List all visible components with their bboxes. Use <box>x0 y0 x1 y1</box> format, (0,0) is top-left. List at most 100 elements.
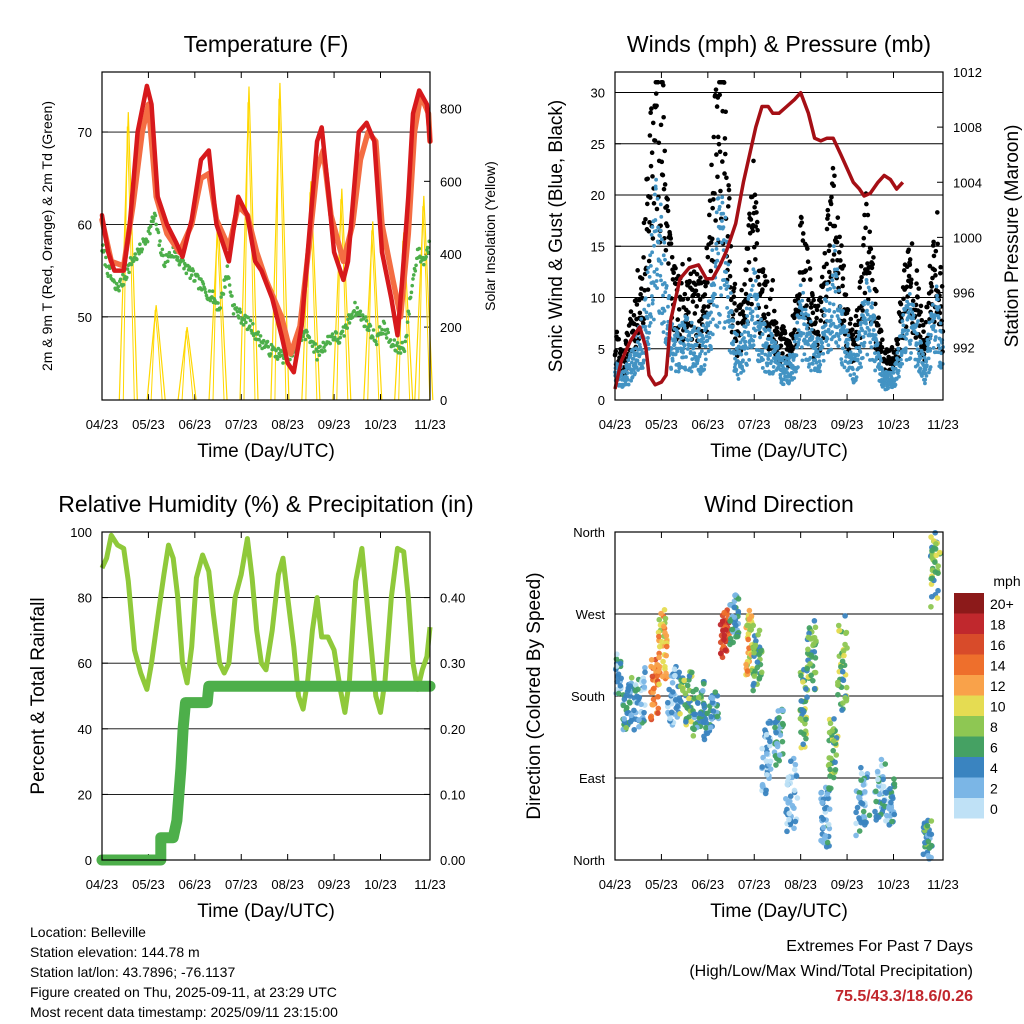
gust-point <box>907 257 913 262</box>
gust-point <box>671 270 676 276</box>
direction-point <box>783 795 789 802</box>
wind-point <box>796 328 801 333</box>
legend-swatch <box>954 736 984 757</box>
gust-point <box>824 261 829 267</box>
wind-point <box>915 347 920 352</box>
wind-point <box>690 357 695 362</box>
gust-point <box>705 280 710 285</box>
gust-point <box>735 320 741 326</box>
wind-point <box>779 368 784 373</box>
dewpoint-point <box>367 328 371 333</box>
panel-title: Winds (mph) & Pressure (mb) <box>627 31 931 57</box>
x-tick-label: 06/23 <box>179 417 212 432</box>
x-tick-label: 06/23 <box>179 877 212 892</box>
wind-point <box>907 291 912 296</box>
direction-point <box>832 759 838 766</box>
y2-tick-label: 600 <box>440 174 462 189</box>
gust-point <box>650 174 655 179</box>
wind-point <box>796 340 801 345</box>
gust-point <box>843 292 849 298</box>
gust-point <box>869 265 875 271</box>
direction-point <box>784 781 791 788</box>
wind-point <box>760 348 765 353</box>
wind-point <box>726 262 731 267</box>
dewpoint-point <box>189 273 194 277</box>
direction-point <box>831 716 837 722</box>
direction-point <box>812 655 819 661</box>
wind-point <box>841 309 845 313</box>
wind-point <box>685 347 690 351</box>
wind-point <box>918 355 923 360</box>
wind-point <box>903 346 908 351</box>
gust-point <box>743 291 749 297</box>
wind-point <box>847 337 851 342</box>
direction-point <box>763 751 770 757</box>
dewpoint-point <box>413 269 418 273</box>
wind-point <box>681 350 685 355</box>
gust-point <box>739 287 744 293</box>
wind-point <box>703 357 708 362</box>
x-tick-label: 08/23 <box>784 417 817 432</box>
direction-point <box>650 696 657 703</box>
direction-point <box>681 677 687 684</box>
wind-point <box>813 366 817 371</box>
wind-point <box>864 321 868 326</box>
gust-point <box>808 305 814 310</box>
y-axis-label: Sonic Wind & Gust (Blue, Black) <box>546 100 567 372</box>
dewpoint-point <box>391 343 396 348</box>
gust-point <box>803 268 809 273</box>
gust-point <box>841 263 847 269</box>
wind-point <box>800 307 805 312</box>
wind-point <box>670 358 675 363</box>
direction-point <box>617 683 624 689</box>
wind-point <box>931 323 936 328</box>
direction-point <box>689 669 695 676</box>
gust-point <box>752 204 757 210</box>
wind-point <box>801 331 806 336</box>
gust-point <box>853 313 859 319</box>
wind-point <box>703 351 708 356</box>
wind-point <box>925 363 929 368</box>
x-tick-label: 11/23 <box>927 417 959 432</box>
wind-point <box>731 318 736 323</box>
dewpoint-point <box>280 353 285 358</box>
direction-point <box>695 694 702 701</box>
gust-point <box>727 273 733 279</box>
dewpoint-point <box>266 345 271 349</box>
dewpoint-point <box>395 340 400 345</box>
dewpoint-point <box>187 265 192 269</box>
direction-point <box>759 764 765 770</box>
panel-title: Wind Direction <box>704 491 854 517</box>
wind-point <box>828 286 833 291</box>
wind-point <box>751 267 756 272</box>
wind-point <box>881 384 886 388</box>
direction-point <box>748 613 755 619</box>
dewpoint-point <box>406 309 411 314</box>
wind-point <box>792 376 797 380</box>
dewpoint-point <box>377 325 382 329</box>
gust-point <box>726 183 731 188</box>
y-tick-label: 15 <box>591 239 605 254</box>
dewpoint-point <box>161 253 165 258</box>
gust-point <box>651 201 657 206</box>
gust-point <box>932 267 938 273</box>
wind-point <box>743 339 748 344</box>
wind-point <box>904 331 909 336</box>
wind-point <box>705 315 710 320</box>
direction-point <box>721 632 728 639</box>
direction-point <box>759 745 765 752</box>
wind-point <box>931 346 936 350</box>
gust-point <box>862 290 868 296</box>
recent-timestamp: Most recent data timestamp: 2025/09/11 2… <box>30 1004 338 1020</box>
wind-point <box>830 273 835 278</box>
y2-tick-label: 0.30 <box>440 656 465 671</box>
wind-point <box>733 356 737 361</box>
direction-point <box>775 708 782 714</box>
wind-point <box>858 350 863 354</box>
wind-point <box>770 333 775 338</box>
direction-point <box>843 630 849 637</box>
gust-point <box>625 332 631 338</box>
dewpoint-point <box>137 251 141 256</box>
wind-point <box>837 324 842 328</box>
wind-point <box>771 365 776 369</box>
